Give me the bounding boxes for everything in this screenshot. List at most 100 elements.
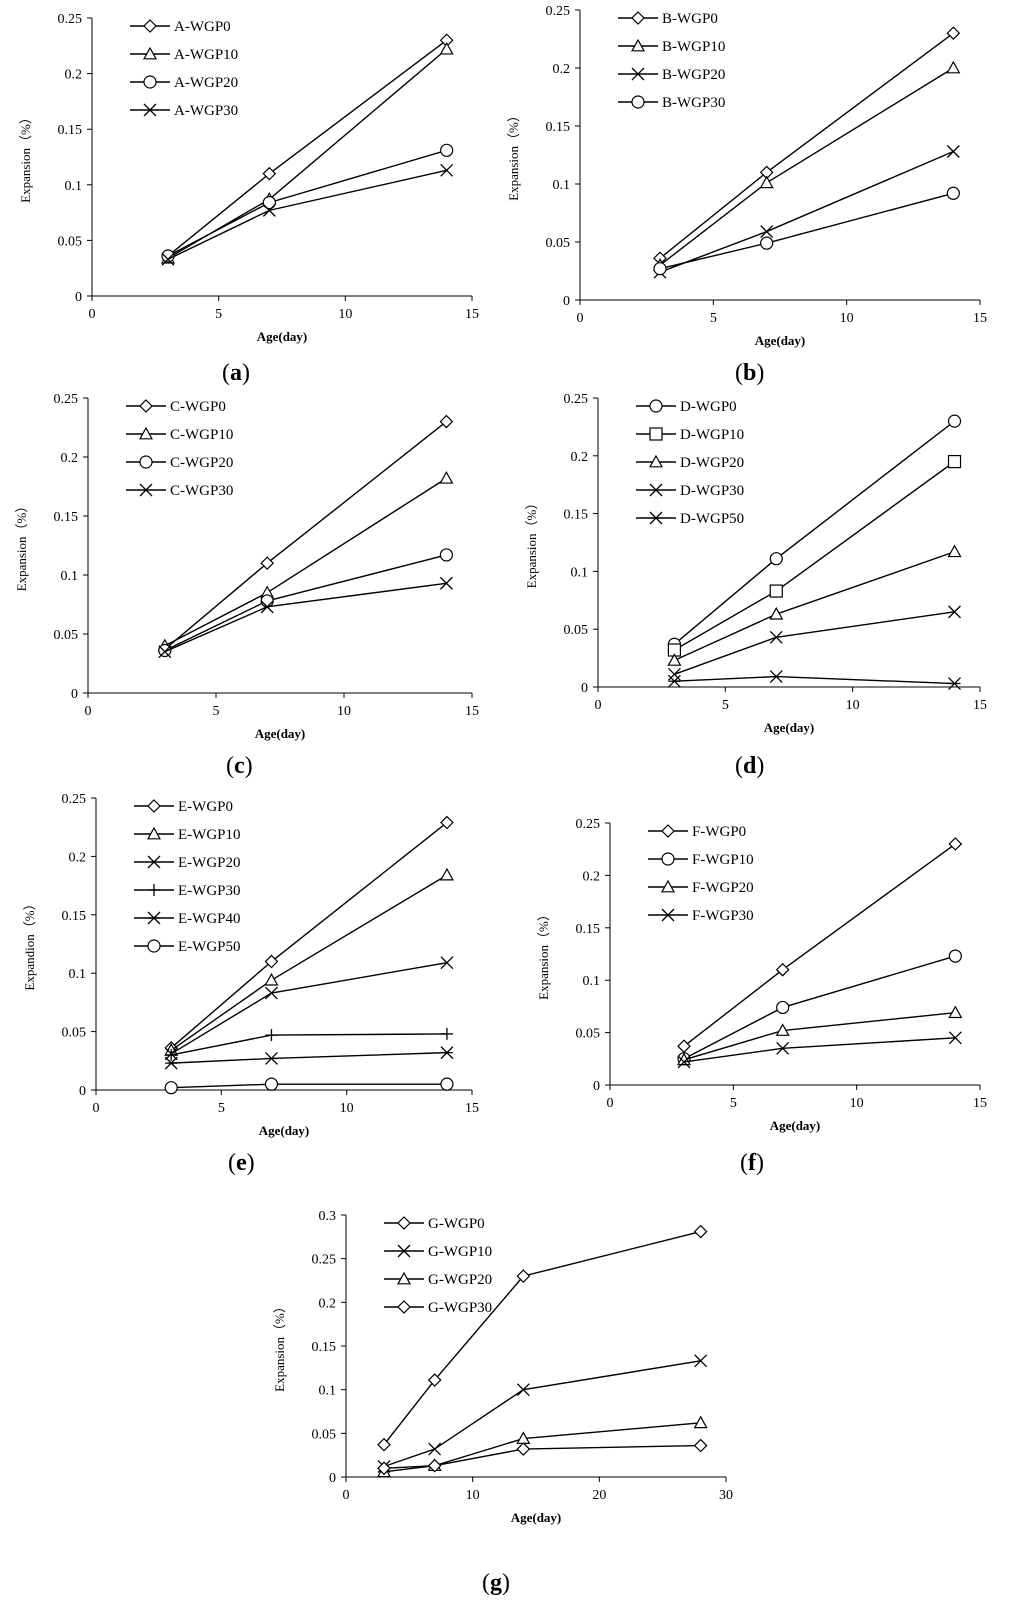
y-tick-label: 0.2 xyxy=(583,869,601,884)
data-point-B-WGP30 xyxy=(946,186,960,200)
series-line-C-WGP20 xyxy=(164,554,447,652)
y-axis-label: Expandion（%） xyxy=(22,897,37,990)
chart-g-svg: 0 0.05 0.1 0.15 0.2 0.25 0.3 0 10 20 30 Age(day) Exp… xyxy=(272,1209,733,1525)
chart-panel-f: 0 0.05 0.1 0.15 0.2 0.25 0 5 10 15 Age(day) Expansi… xyxy=(510,795,1010,1180)
y-tick-label: 0.25 xyxy=(58,12,83,27)
y-tick-label: 0.2 xyxy=(65,68,83,83)
legend-label: C-WGP30 xyxy=(170,483,233,499)
chart-panel-c: 0 0.05 0.1 0.15 0.2 0.25 0 5 10 15 Age(day) Expansi… xyxy=(0,392,500,780)
x-tick-label: 0 xyxy=(577,311,584,326)
legend-marker xyxy=(147,911,161,925)
series-line-C-WGP10 xyxy=(164,477,447,647)
data-point-C-WGP20 xyxy=(260,594,274,608)
x-tick-label: 15 xyxy=(465,307,479,322)
x-axis-label: Age(day) xyxy=(255,726,306,741)
data-point-B-WGP10 xyxy=(759,175,774,189)
legend-label: F-WGP30 xyxy=(692,908,754,924)
legend-label: E-WGP30 xyxy=(178,883,241,899)
data-point-C-WGP30 xyxy=(260,600,274,614)
y-tick-label: 0.15 xyxy=(576,922,601,937)
legend-label: B-WGP30 xyxy=(662,95,725,111)
y-tick-label: 0.15 xyxy=(58,123,83,138)
data-point-G-WGP20 xyxy=(693,1415,708,1429)
x-tick-label: 10 xyxy=(337,704,351,719)
data-point-E-WGP30 xyxy=(265,1029,278,1042)
data-point-E-WGP0 xyxy=(264,954,279,969)
data-point-B-WGP20 xyxy=(760,225,774,239)
series-line-G-WGP20 xyxy=(383,1422,701,1473)
caption-d: (d) xyxy=(735,753,765,779)
y-tick-label: 0.05 xyxy=(564,623,589,638)
data-point-C-WGP10 xyxy=(439,471,454,484)
series-A-WGP0 xyxy=(161,33,454,263)
legend-item-D-WGP0: D-WGP0 xyxy=(636,399,737,415)
legend-marker xyxy=(649,483,663,497)
series-G-WGP0 xyxy=(377,1224,708,1452)
data-point-E-WGP50 xyxy=(164,1081,178,1095)
legend-label: E-WGP0 xyxy=(178,799,233,815)
data-point-A-WGP30 xyxy=(161,252,175,266)
y-tick-label: 0.2 xyxy=(69,850,87,865)
legend-item-B-WGP30: B-WGP30 xyxy=(618,95,725,111)
data-point-F-WGP10 xyxy=(948,949,962,963)
legend-marker xyxy=(631,95,645,109)
series-F-WGP30 xyxy=(677,1031,962,1069)
x-tick-label: 0 xyxy=(85,704,92,719)
x-axis-label: Age(day) xyxy=(770,1118,821,1133)
series-E-WGP40 xyxy=(164,1046,454,1070)
y-tick-label: 0.2 xyxy=(571,450,589,465)
legend-marker xyxy=(138,426,154,440)
legend-item-F-WGP10: F-WGP10 xyxy=(648,852,754,868)
chart-panel-a: 0 0.05 0.1 0.15 0.2 0.25 0 5 10 15 Age(day) Expansi… xyxy=(0,0,500,386)
legend-label: B-WGP0 xyxy=(662,11,718,27)
data-point-F-WGP0 xyxy=(677,1039,691,1054)
series-line-F-WGP0 xyxy=(683,843,956,1047)
legend-label: B-WGP20 xyxy=(662,67,725,83)
y-axis-label: Expansion（%） xyxy=(506,109,521,201)
data-point-G-WGP10 xyxy=(516,1383,530,1397)
series-D-WGP50 xyxy=(667,670,961,690)
legend-marker xyxy=(148,884,160,896)
data-point-G-WGP30 xyxy=(427,1458,442,1473)
y-tick-label: 0.05 xyxy=(58,234,83,249)
y-tick-label: 0.25 xyxy=(546,4,571,19)
data-point-E-WGP30 xyxy=(165,1048,178,1061)
legend-marker xyxy=(661,852,675,866)
legend-label: C-WGP10 xyxy=(170,427,233,443)
series-line-E-WGP10 xyxy=(170,874,448,1051)
legend-marker xyxy=(143,103,157,117)
series-B-WGP10 xyxy=(652,60,961,271)
y-tick-label: 0.3 xyxy=(319,1209,337,1224)
legend-item-A-WGP20: A-WGP20 xyxy=(130,75,238,91)
legend-item-A-WGP0: A-WGP0 xyxy=(130,19,231,35)
series-line-B-WGP20 xyxy=(659,150,954,273)
data-point-E-WGP10 xyxy=(264,972,279,986)
data-point-F-WGP0 xyxy=(775,962,790,977)
series-B-WGP30 xyxy=(653,186,960,276)
legend-marker xyxy=(142,46,158,60)
data-point-A-WGP30 xyxy=(262,203,276,217)
data-point-B-WGP0 xyxy=(946,26,961,41)
y-tick-label: 0.2 xyxy=(553,62,571,77)
series-B-WGP20 xyxy=(653,145,960,279)
data-point-C-WGP30 xyxy=(158,645,172,659)
y-tick-label: 0.15 xyxy=(546,120,571,135)
legend-marker xyxy=(397,1216,411,1230)
legend-label: E-WGP50 xyxy=(178,939,241,955)
series-line-G-WGP10 xyxy=(383,1360,701,1468)
data-point-A-WGP0 xyxy=(262,166,277,181)
legend-marker xyxy=(648,454,664,468)
legend-item-A-WGP30: A-WGP30 xyxy=(130,103,238,119)
x-tick-label: 0 xyxy=(89,307,96,322)
series-line-F-WGP10 xyxy=(683,955,956,1060)
legend-item-A-WGP10: A-WGP10 xyxy=(130,46,238,63)
data-point-C-WGP20 xyxy=(158,643,172,658)
legend-item-B-WGP20: B-WGP20 xyxy=(618,67,725,83)
data-point-G-WGP30 xyxy=(516,1442,531,1456)
data-point-D-WGP30 xyxy=(948,605,961,619)
series-line-D-WGP20 xyxy=(674,551,955,662)
data-point-G-WGP0 xyxy=(427,1373,442,1387)
legend-label: E-WGP40 xyxy=(178,911,241,927)
x-tick-label: 30 xyxy=(719,1488,733,1503)
legend-marker xyxy=(143,75,157,89)
